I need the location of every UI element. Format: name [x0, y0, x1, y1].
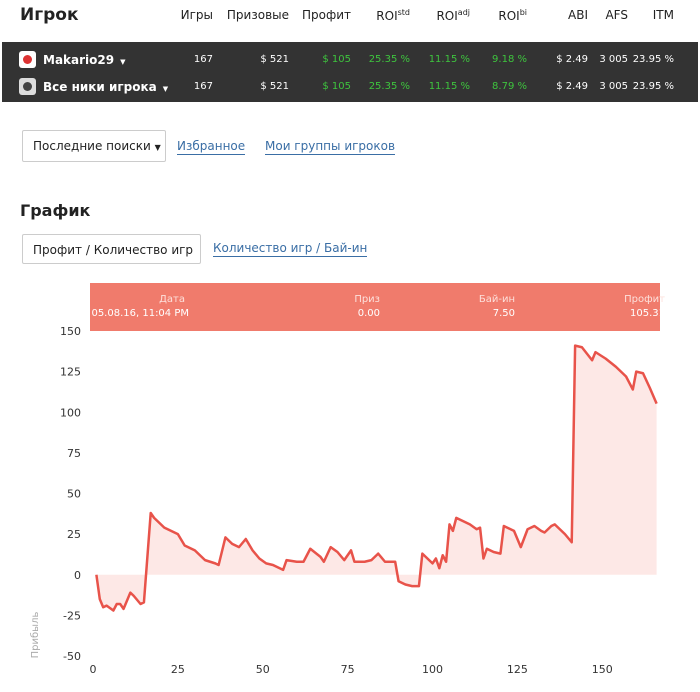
tooltip-bg — [90, 283, 660, 331]
column-sup: adj — [457, 8, 470, 17]
column-sup: bi — [519, 8, 527, 17]
column-label: Призовые — [226, 8, 289, 22]
tooltip-value: 7.50 — [493, 308, 515, 319]
cell: 8.79 % — [492, 81, 527, 92]
section-title: График — [20, 201, 91, 220]
dropdown-label: Последние поиски — [33, 139, 151, 153]
y-tick-label: 150 — [60, 325, 81, 338]
y-tick-label: 125 — [60, 366, 81, 379]
cell: 11.15 % — [428, 81, 470, 92]
column-label: ITM — [652, 8, 674, 22]
x-tick-label: 50 — [256, 663, 270, 676]
link[interactable]: Мои группы игроков — [265, 139, 396, 155]
cell: 23.95 % — [632, 54, 674, 65]
x-tick-label: 150 — [592, 663, 613, 676]
column-label: ROI — [498, 9, 520, 23]
y-tick-label: -50 — [63, 650, 81, 663]
y-tick-label: -25 — [63, 609, 81, 622]
column-header: ROIadj — [436, 8, 470, 23]
tab-active[interactable]: Профит / Количество игр — [22, 234, 201, 264]
cell: $ 2.49 — [556, 54, 588, 65]
player-name-text: Makario29 — [43, 53, 115, 67]
x-tick-label: 125 — [507, 663, 528, 676]
cell: 167 — [193, 81, 213, 92]
cell: 25.35 % — [368, 54, 410, 65]
x-tick-label: 25 — [171, 663, 185, 676]
cell: 25.35 % — [368, 81, 410, 92]
column-header: Призовые — [227, 8, 289, 22]
column-header: ROIstd — [376, 8, 410, 23]
cell: 3 005 — [599, 81, 628, 92]
x-tick-label: 0 — [90, 663, 97, 676]
cell: 11.15 % — [428, 54, 470, 65]
tooltip-value: 05.08.16, 11:04 PM — [91, 308, 189, 319]
caret: ▼ — [120, 58, 126, 66]
column-label: Профит — [301, 8, 351, 22]
column-header: ROIbi — [498, 8, 527, 23]
cell: $ 521 — [260, 54, 289, 65]
area — [96, 345, 657, 611]
column-label: ROI — [376, 9, 398, 23]
cell: $ 105 — [322, 81, 351, 92]
y-tick-label: 0 — [74, 569, 81, 582]
column-header: ABI — [568, 8, 588, 22]
tooltip-label: Дата — [159, 294, 185, 305]
y-tick-label: 100 — [60, 406, 81, 419]
cell: 167 — [193, 54, 213, 65]
link[interactable]: Избранное — [177, 139, 246, 155]
caret: ▼ — [162, 85, 169, 93]
tooltip-value: 105.31 — [630, 308, 665, 319]
tooltip-label: Приз — [354, 294, 380, 305]
tooltip-label: Бай-ин — [479, 294, 515, 305]
column-header: Игры — [181, 8, 213, 22]
tooltip-value: 0.00 — [358, 308, 380, 319]
player-name-text: Все ники игрока — [43, 80, 157, 94]
player-name: Makario29 ▼ — [43, 53, 125, 67]
cell: 3 005 — [599, 54, 628, 65]
line — [95, 344, 658, 612]
column-label: ABI — [568, 8, 588, 22]
player-name: Все ники игрока ▼ — [43, 80, 168, 94]
column-sup: std — [397, 8, 410, 17]
column-header: Профит — [302, 8, 351, 22]
player-icon — [19, 51, 36, 68]
cell: $ 105 — [322, 54, 351, 65]
page-title: Игрок — [20, 5, 79, 25]
column-header: AFS — [605, 8, 628, 22]
column-label: ROI — [436, 9, 458, 23]
cell: $ 2.49 — [556, 81, 588, 92]
y-tick-label: 75 — [67, 447, 81, 460]
caret: ▼ — [154, 143, 161, 152]
y-tick-label: 50 — [67, 488, 81, 501]
y-axis-label: Прибыль — [30, 612, 41, 659]
player-icon — [19, 78, 36, 95]
dropdown[interactable]: Последние поиски ▼ — [22, 130, 166, 162]
x-tick-label: 75 — [341, 663, 355, 676]
cell: $ 521 — [260, 81, 289, 92]
column-label: AFS — [605, 8, 628, 22]
y-tick-label: 25 — [67, 528, 81, 541]
stats-table: Makario29 ▼ 167 $ 521 $ 105 25.35 % 11.15 % 9.1… — [2, 42, 698, 102]
column-label: Игры — [180, 8, 213, 22]
cell: 23.95 % — [632, 81, 674, 92]
tooltip-label: Профит — [624, 294, 665, 305]
column-header: ITM — [653, 8, 674, 22]
x-tick-label: 100 — [422, 663, 443, 676]
cell: 9.18 % — [492, 54, 527, 65]
tab-link[interactable]: Количество игр / Бай-ин — [213, 241, 368, 257]
